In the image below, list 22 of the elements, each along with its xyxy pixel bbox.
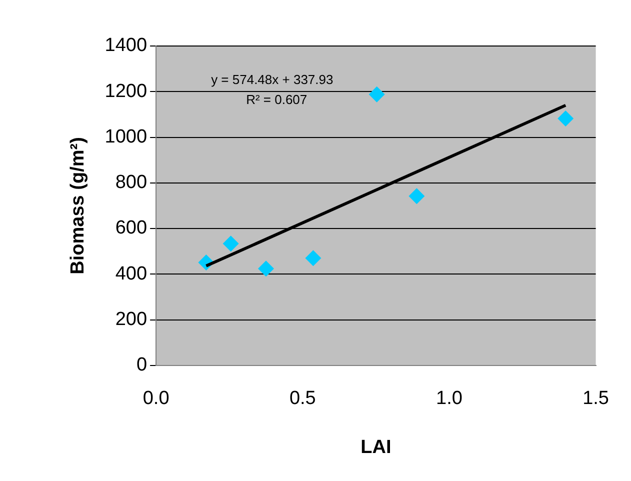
y-tick-label: 800 [115, 172, 148, 194]
point [368, 86, 385, 102]
x-tick-label: 1.0 [436, 388, 462, 410]
y-tick-label: 400 [115, 263, 148, 284]
y-axis-title: Biomass (g/m²) [68, 137, 89, 274]
y-tick-label: 0 [136, 354, 148, 376]
y-tick-label: 200 [115, 309, 148, 330]
point [258, 260, 274, 277]
y-tick-label: 1400 [104, 35, 148, 56]
y-tick-label: 1200 [104, 80, 148, 102]
y-tick-label: 1000 [104, 126, 148, 148]
annotation: y = 574.48x + 337.93 [211, 72, 334, 87]
y-tick-label: 600 [115, 218, 148, 239]
point [305, 250, 322, 266]
x-tick-label: 1.5 [582, 388, 610, 410]
point [222, 236, 239, 252]
point [558, 110, 574, 127]
x-tick-label: 0.5 [289, 388, 316, 410]
x-axis-title: LAI [360, 436, 392, 458]
x-tick-label: 0.0 [142, 388, 170, 410]
annotation: R² = 0.607 [246, 92, 308, 107]
point [408, 188, 425, 204]
